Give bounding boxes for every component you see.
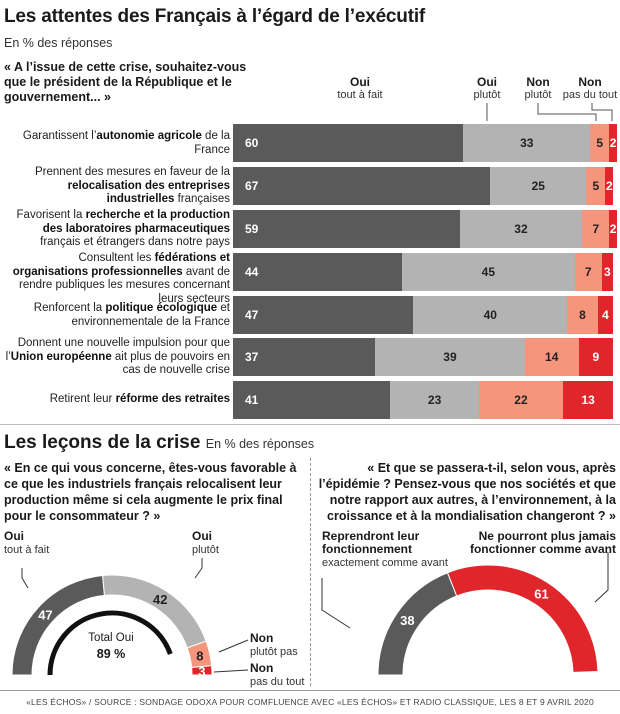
label-oui-plutot: Oui plutôt [192, 529, 219, 557]
seg-non-pas-du-tout: 2 [605, 167, 614, 205]
arc-value: 47 [38, 607, 52, 622]
seg-oui-plutot: 25 [490, 167, 587, 205]
total-oui: Total Oui 89 % [88, 632, 134, 661]
question-2: « En ce qui vous concerne, êtes-vous fav… [4, 461, 297, 523]
seg-non-pas-du-tout: 13 [563, 381, 614, 419]
connector-non-plutot [537, 103, 597, 121]
page-title: Les attentes des Français à l’égard de l… [4, 6, 426, 27]
seg-oui-plutot: 40 [413, 296, 568, 334]
label-oui-tout-a-fait: Oui tout à fait [4, 529, 50, 557]
row-label: Donnent une nouvelle impulsion pour que … [5, 337, 230, 376]
seg-non-plutot: 8 [567, 296, 598, 334]
leader-reprendront [321, 578, 351, 629]
seg-non-plutot: 5 [590, 124, 610, 162]
arc-value: 8 [196, 648, 203, 663]
bar-row: 41 23 22 13 [233, 381, 617, 419]
footer-rule [0, 690, 620, 691]
leader-ne-pourront-plus [594, 552, 609, 603]
label-non-plutot-pas: Non plutôt pas [250, 631, 298, 659]
seg-oui-tout-a-fait: 60 [233, 124, 464, 162]
seg-oui-tout-a-fait: 41 [233, 381, 391, 419]
arc-value: 42 [153, 592, 167, 607]
legend-oui-tout-a-fait: Oui tout à fait [337, 75, 383, 102]
seg-non-plutot: 7 [582, 210, 610, 248]
bar-row: 37 39 14 9 [233, 338, 617, 376]
bar-row: 60 33 5 2 [233, 124, 617, 162]
section2-title: Les leçons de la crise En % des réponses [4, 432, 315, 453]
seg-oui-tout-a-fait: 59 [233, 210, 460, 248]
seg-non-pas-du-tout: 9 [578, 338, 614, 376]
arc-oui-tout-a-fait [11, 574, 106, 676]
row-label: Prennent des mesures en faveur de la rel… [35, 166, 230, 205]
bar-row: 59 32 7 2 [233, 210, 617, 248]
label-reprendront: Reprendront leur fonctionnement exactemen… [322, 529, 448, 570]
seg-oui-plutot: 45 [401, 253, 575, 291]
page-subtitle: En % des réponses [4, 36, 113, 50]
seg-non-plutot: 7 [574, 253, 602, 291]
row-label: Retirent leur réforme des retraites [49, 393, 230, 405]
arc-value: 38 [400, 613, 414, 628]
row-label: Favorisent la recherche et la production… [16, 209, 230, 248]
seg-oui-plutot: 23 [390, 381, 479, 419]
seg-non-pas-du-tout: 2 [609, 124, 617, 162]
arc-value: 61 [534, 587, 548, 602]
seg-non-plutot: 5 [586, 167, 606, 205]
bar-row: 44 45 7 3 [233, 253, 617, 291]
arc-ne-pourront-plus [446, 564, 599, 673]
label-non-pas-du-tout: Non pas du tout [250, 661, 305, 689]
leader-oui-plutot [194, 558, 203, 579]
leader-non-pas-du-tout [213, 669, 249, 673]
donut-chart-left: 47 42 83 [11, 558, 249, 679]
donut-chart-right: 38 61 [321, 552, 609, 676]
seg-oui-tout-a-fait: 37 [233, 338, 376, 376]
seg-non-pas-du-tout: 4 [597, 296, 614, 334]
label-ne-pourront-plus: Ne pourront plus jamais fonctionner comm… [469, 529, 616, 556]
arc-value: 3 [198, 664, 205, 679]
question-1: « A l’issue de cette crise, souhaitez-vo… [4, 60, 247, 104]
seg-oui-plutot: 39 [375, 338, 525, 376]
row-label: Consultent les fédérations et organisati… [12, 252, 230, 305]
vertical-divider [310, 458, 311, 686]
arc-non-pas-du-tout [191, 665, 213, 676]
legend-connectors [486, 103, 613, 121]
arc-reprendront [377, 572, 458, 676]
row-label: Garantissent l’autonomie agricole de la … [22, 130, 230, 156]
legend-non-plutot: Non plutôt [524, 75, 552, 102]
seg-non-pas-du-tout: 2 [609, 210, 617, 248]
seg-oui-tout-a-fait: 47 [233, 296, 414, 334]
seg-oui-plutot: 32 [459, 210, 583, 248]
leader-non-plutot-pas [218, 639, 249, 653]
question-3: « Et que se passera-t-il, selon vous, ap… [318, 461, 616, 523]
total-oui-arc [47, 610, 173, 676]
seg-oui-tout-a-fait: 44 [233, 253, 402, 291]
legend-oui-plutot: Oui plutôt [473, 75, 501, 102]
seg-non-plutot: 14 [524, 338, 579, 376]
leader-oui-tout-a-fait [21, 568, 29, 589]
row-label: Renforcent la politique écologique et en… [33, 302, 230, 328]
legend-non-pas-du-tout: Non pas du tout [562, 75, 618, 102]
seg-non-pas-du-tout: 3 [601, 253, 614, 291]
seg-oui-plutot: 33 [463, 124, 591, 162]
bar-row: 47 40 8 4 [233, 296, 617, 334]
section-divider [0, 424, 620, 425]
footer-source: «LES ÉCHOS» / SOURCE : SONDAGE ODOXA POU… [26, 697, 594, 707]
seg-non-plutot: 22 [478, 381, 564, 419]
seg-oui-tout-a-fait: 67 [233, 167, 491, 205]
bar-row: 67 25 5 2 [233, 167, 617, 205]
connector-non-pas-du-tout [591, 103, 613, 121]
